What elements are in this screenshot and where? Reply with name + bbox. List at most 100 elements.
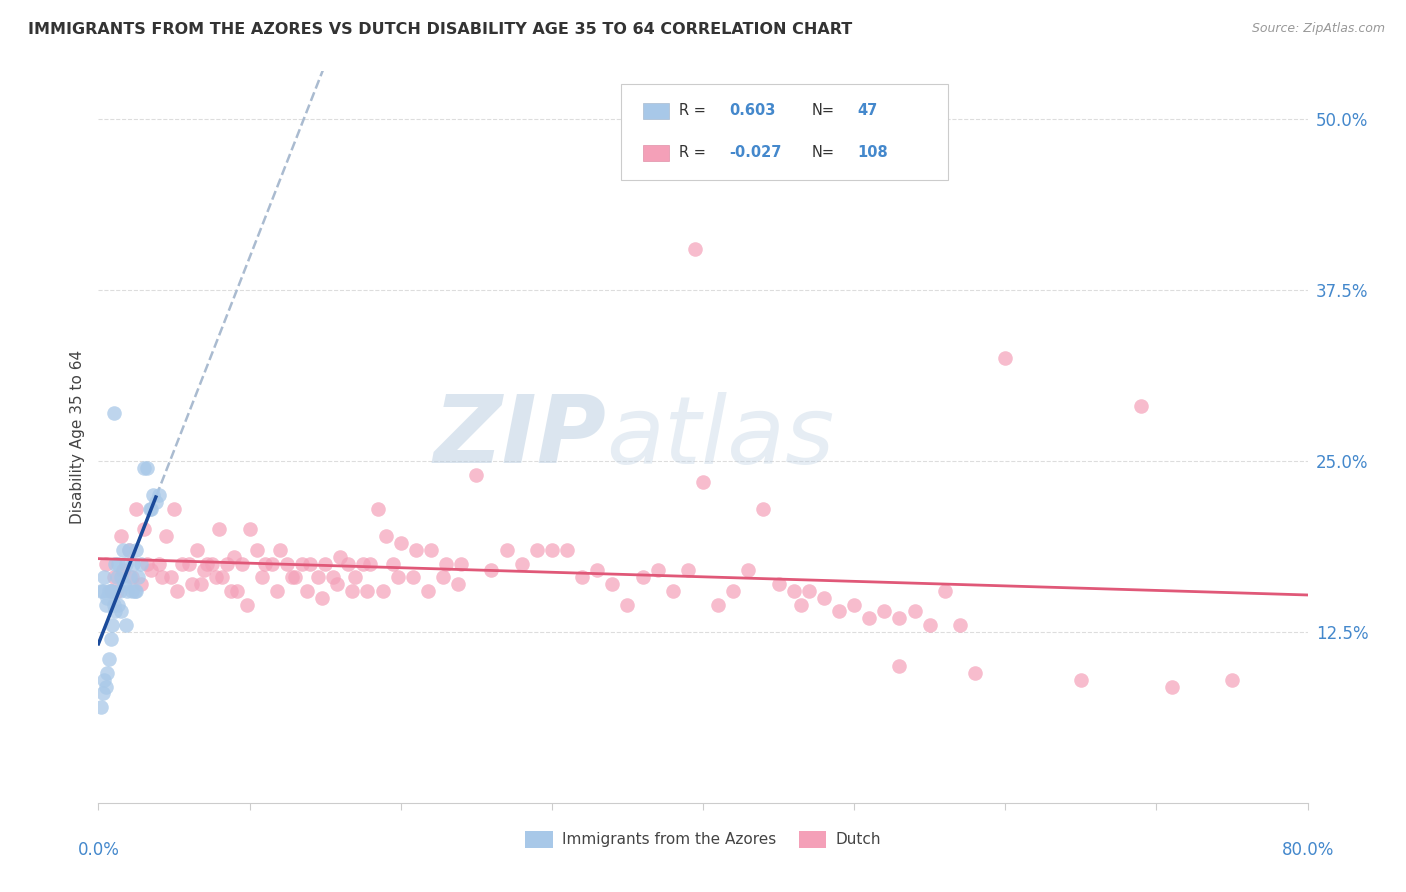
Point [118, 542, 141, 557]
Point [125, 501, 148, 516]
Point [465, 467, 488, 482]
Text: N=: N= [811, 145, 835, 161]
Point [155, 529, 177, 543]
Point [124, 583, 146, 598]
Point [105, 570, 128, 584]
Point [110, 529, 132, 543]
Point [96, 665, 118, 680]
Legend: Immigrants from the Azores, Dutch: Immigrants from the Azores, Dutch [519, 825, 887, 854]
Point [737, 563, 759, 577]
Point [132, 460, 155, 475]
Point [111, 563, 134, 577]
Point [107, 598, 129, 612]
Point [129, 577, 152, 591]
Point [631, 570, 654, 584]
Point [692, 475, 714, 489]
Point [360, 557, 382, 571]
Point [723, 583, 745, 598]
Point [125, 583, 148, 598]
Point [224, 549, 246, 564]
Point [104, 557, 127, 571]
Point [707, 598, 730, 612]
Point [314, 557, 336, 571]
Point [416, 583, 439, 598]
Text: R =: R = [679, 145, 706, 161]
Text: 108: 108 [858, 145, 889, 161]
Point [571, 570, 593, 584]
Point [139, 501, 162, 516]
Point [447, 577, 470, 591]
Point [141, 501, 163, 516]
Point [108, 583, 131, 598]
Point [858, 611, 880, 625]
Point [125, 542, 148, 557]
FancyBboxPatch shape [643, 103, 669, 119]
Point [374, 529, 396, 543]
Point [246, 542, 269, 557]
Point [122, 557, 145, 571]
Text: 0.603: 0.603 [730, 103, 776, 118]
Point [239, 522, 262, 536]
Point [226, 583, 249, 598]
Point [90, 583, 112, 598]
Text: N=: N= [811, 103, 835, 118]
FancyBboxPatch shape [621, 84, 949, 179]
Point [526, 542, 548, 557]
Point [94, 557, 117, 571]
Point [190, 577, 212, 591]
Point [266, 583, 288, 598]
Point [150, 570, 173, 584]
Point [94, 598, 117, 612]
Point [211, 570, 233, 584]
Point [783, 583, 806, 598]
Point [208, 522, 231, 536]
Point [98, 583, 121, 598]
Text: 80.0%: 80.0% [1281, 841, 1334, 859]
Point [495, 542, 517, 557]
Point [1220, 673, 1243, 687]
Point [367, 501, 389, 516]
Point [135, 460, 157, 475]
Point [295, 583, 318, 598]
Point [450, 557, 472, 571]
Point [382, 557, 405, 571]
Point [889, 611, 911, 625]
Point [602, 577, 624, 591]
Point [481, 563, 503, 577]
Point [389, 536, 412, 550]
Point [135, 557, 157, 571]
Point [949, 618, 972, 632]
Point [326, 577, 349, 591]
Point [434, 557, 457, 571]
Point [291, 557, 314, 571]
Point [790, 598, 813, 612]
Text: IMMIGRANTS FROM THE AZORES VS DUTCH DISABILITY AGE 35 TO 64 CORRELATION CHART: IMMIGRANTS FROM THE AZORES VS DUTCH DISA… [28, 22, 852, 37]
Point [661, 583, 683, 598]
Point [797, 583, 820, 598]
Point [160, 570, 183, 584]
Point [105, 583, 128, 598]
Point [142, 488, 165, 502]
Point [170, 557, 193, 571]
Point [205, 570, 228, 584]
Point [307, 570, 329, 584]
Point [179, 557, 201, 571]
Point [110, 570, 132, 584]
Point [336, 557, 359, 571]
Point [215, 557, 238, 571]
Point [555, 542, 578, 557]
Point [676, 563, 699, 577]
Point [93, 673, 115, 687]
Point [768, 577, 790, 591]
Point [1160, 680, 1182, 694]
Point [918, 618, 941, 632]
Point [284, 570, 307, 584]
Point [141, 563, 163, 577]
Point [91, 583, 114, 598]
Point [402, 570, 425, 584]
Text: 0.0%: 0.0% [77, 841, 120, 859]
Point [235, 598, 257, 612]
Point [93, 570, 115, 584]
Point [231, 557, 253, 571]
Point [616, 598, 638, 612]
